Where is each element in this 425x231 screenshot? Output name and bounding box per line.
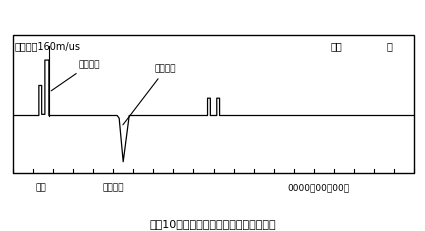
- Text: 速度选择: 速度选择: [102, 184, 124, 193]
- Text: 传输速度160m/us: 传输速度160m/us: [15, 42, 81, 52]
- Text: 米: 米: [386, 42, 392, 52]
- Text: 终点坐标: 终点坐标: [123, 65, 176, 125]
- Text: 图（10）低压脉冲测短路、低阻故障波形: 图（10）低压脉冲测短路、低阻故障波形: [149, 219, 276, 229]
- Text: 起点光标: 起点光标: [51, 60, 100, 91]
- Text: 脉冲: 脉冲: [36, 184, 46, 193]
- Text: 0000年00月00日: 0000年00月00日: [287, 184, 349, 193]
- Text: 全长: 全长: [330, 42, 342, 52]
